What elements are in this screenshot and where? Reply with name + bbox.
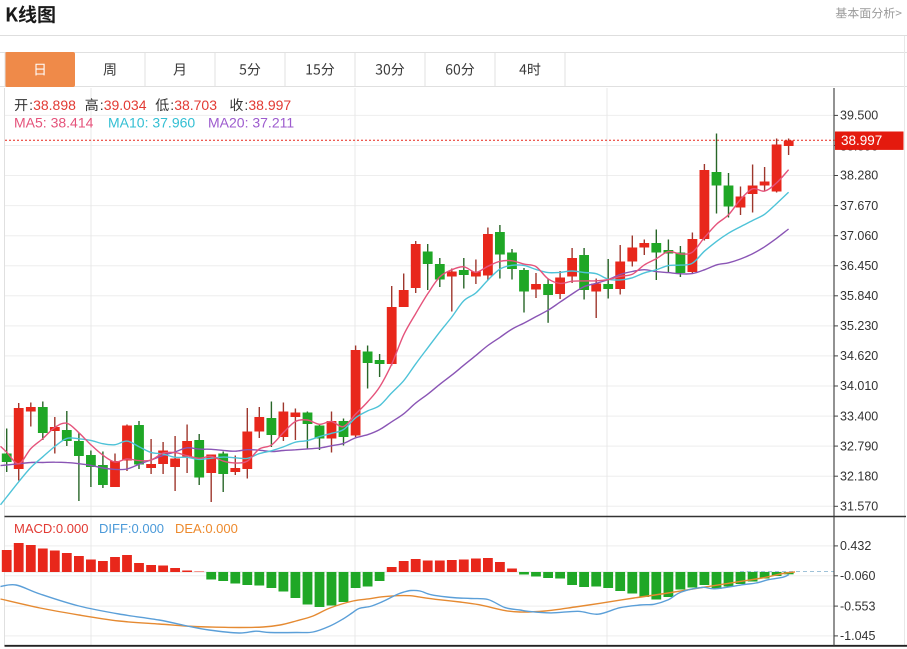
svg-text:38.280: 38.280 xyxy=(840,169,878,183)
svg-text:35.230: 35.230 xyxy=(840,319,878,333)
svg-text:38.703: 38.703 xyxy=(174,97,217,113)
svg-text:-0.060: -0.060 xyxy=(840,569,875,583)
svg-text::: : xyxy=(244,97,248,113)
svg-text:35.840: 35.840 xyxy=(840,289,878,303)
svg-text:0.432: 0.432 xyxy=(840,539,871,553)
svg-text:38.997: 38.997 xyxy=(248,97,291,113)
svg-text:34.620: 34.620 xyxy=(840,349,878,363)
svg-text:33.400: 33.400 xyxy=(840,409,878,423)
svg-text:36.450: 36.450 xyxy=(840,259,878,273)
svg-text:39.034: 39.034 xyxy=(104,97,147,113)
svg-text:38.997: 38.997 xyxy=(841,133,882,148)
svg-text:34.010: 34.010 xyxy=(840,379,878,393)
svg-text:DEA:0.000: DEA:0.000 xyxy=(175,521,238,536)
svg-text::: : xyxy=(100,97,104,113)
svg-text:37.060: 37.060 xyxy=(840,229,878,243)
svg-text:38.898: 38.898 xyxy=(33,97,76,113)
svg-text::: : xyxy=(170,97,174,113)
svg-text:DIFF:0.000: DIFF:0.000 xyxy=(99,521,164,536)
svg-text:MACD:0.000: MACD:0.000 xyxy=(14,521,88,536)
svg-text:32.180: 32.180 xyxy=(840,469,878,483)
svg-text:32.790: 32.790 xyxy=(840,439,878,453)
svg-text:MA10: 37.960: MA10: 37.960 xyxy=(108,115,195,131)
svg-text:-1.045: -1.045 xyxy=(840,629,875,643)
svg-text::: : xyxy=(29,97,33,113)
svg-text:31.570: 31.570 xyxy=(840,500,878,514)
svg-text:37.670: 37.670 xyxy=(840,199,878,213)
svg-text:-0.553: -0.553 xyxy=(840,599,875,613)
svg-text:MA20: 37.211: MA20: 37.211 xyxy=(208,115,294,131)
svg-text:MA5: 38.414: MA5: 38.414 xyxy=(14,115,94,131)
svg-text:39.500: 39.500 xyxy=(840,109,878,123)
